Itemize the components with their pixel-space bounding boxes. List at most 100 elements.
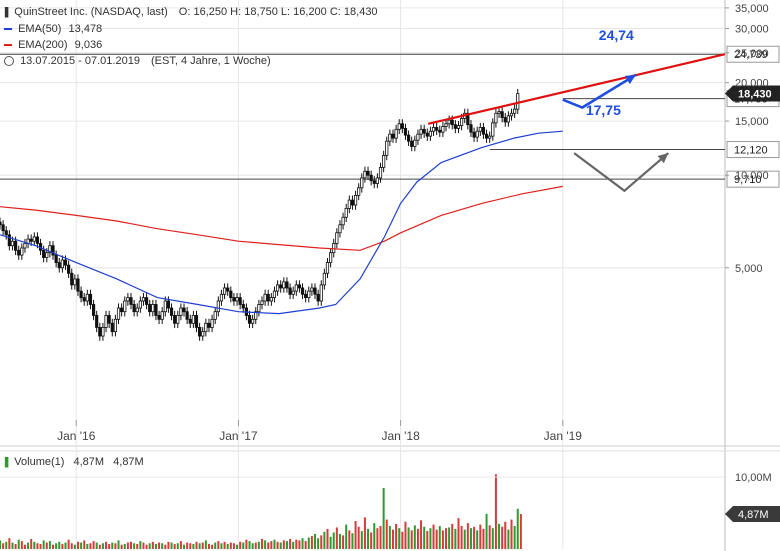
level-label: 24,739 [734,49,768,61]
volume-bar [226,543,229,549]
volume-bar [17,539,20,549]
volume-bar [92,541,95,549]
volume-bar [338,533,341,549]
volume-bar [385,519,388,549]
candle-body [338,224,342,234]
volume-bar [466,523,469,549]
ema200-value: 9,036 [74,39,103,51]
volume-bar [23,544,26,549]
candle-body [313,287,317,295]
volume-bar [5,541,8,549]
volume-bar [76,541,79,549]
volume-bar [229,542,232,549]
candle-body [191,315,195,324]
volume-bar [126,542,129,549]
candle-body [350,199,355,206]
candle-body [372,180,376,184]
volume-bar [207,543,210,549]
candle-body [254,311,258,320]
volume-bar [198,543,201,549]
volume-bar [429,528,432,549]
candle-body [232,297,236,302]
volume-bar [232,543,235,549]
candle-body [132,304,136,313]
candle-body [416,133,420,141]
volume-bar [223,541,226,549]
candle-body [85,293,89,302]
volume-bar [254,542,257,549]
volume-bar [485,513,488,549]
volume-label: Volume(1) [14,456,65,468]
volume-bar [391,529,394,549]
volume-bar [98,544,101,549]
y-axis: 35,000 30,000 25,000 20,000 15,000 10,000 5,00… [725,3,769,275]
volume-bar [139,541,142,549]
candle-body [104,315,108,328]
candle-body [506,115,510,123]
y-tick-label: 25,000 [735,48,769,60]
candle-body [17,249,21,256]
candle-body [1,224,5,232]
candle-body [241,304,245,309]
level-label-box [726,170,780,188]
volume-bar [161,543,164,549]
volume-panel: 10,00M 4,87M [0,472,780,549]
volume-bar [494,474,497,549]
candle-body [54,254,58,263]
candle-body [382,155,386,168]
volume-bar [519,514,522,549]
volume-bar [388,526,391,549]
candle-body [91,304,96,316]
volume-bar [129,541,132,549]
candle-body [207,322,211,328]
volume-bar [373,523,376,549]
volume-bar [52,544,55,549]
y-tick-label: 10,000 [735,170,769,182]
candle-body [353,194,358,206]
volume-bar [248,541,251,549]
candle-body [453,124,457,129]
volume-bar [304,541,307,549]
x-tick-label: Jan '19 [544,429,583,443]
candle-body [322,272,326,286]
candle-body [10,240,15,247]
volume-bar [70,543,73,549]
volume-bar [445,528,448,549]
volume-bar [61,543,64,549]
volume-bar [479,524,482,549]
candle-body [216,300,220,313]
volume-bar [251,543,254,549]
resistance-trendline [427,53,726,125]
clock-icon [4,56,14,67]
volume-bar [491,528,494,549]
volume-bar [58,541,61,549]
candle-body [107,315,111,324]
candle-body [45,252,49,258]
candle-body [304,293,308,299]
volume-bar [201,542,204,549]
candle-body [98,327,102,337]
volume-bar [95,542,98,549]
volume-bar [513,526,516,549]
bar-chart-icon: ||| [4,6,9,18]
candle-body [275,284,280,292]
candle-body [456,125,461,129]
candle-body [204,322,208,333]
candle-body [300,287,305,295]
volume-bar [67,539,70,549]
volume-bar [114,543,117,549]
y-tick-label: 5,000 [735,263,763,275]
volume-bar [354,520,357,549]
candle-body [141,297,146,302]
candle-body [431,127,436,132]
last-price-label: 18,430 [738,89,772,101]
candle-body [288,287,292,295]
volume-bar [120,544,123,549]
candle-body [51,245,55,256]
ema50-value: 13,478 [68,23,103,35]
volume-bar [217,541,220,549]
volume-bar [460,526,463,549]
volume-bar [295,539,298,549]
candle-body [4,230,8,236]
